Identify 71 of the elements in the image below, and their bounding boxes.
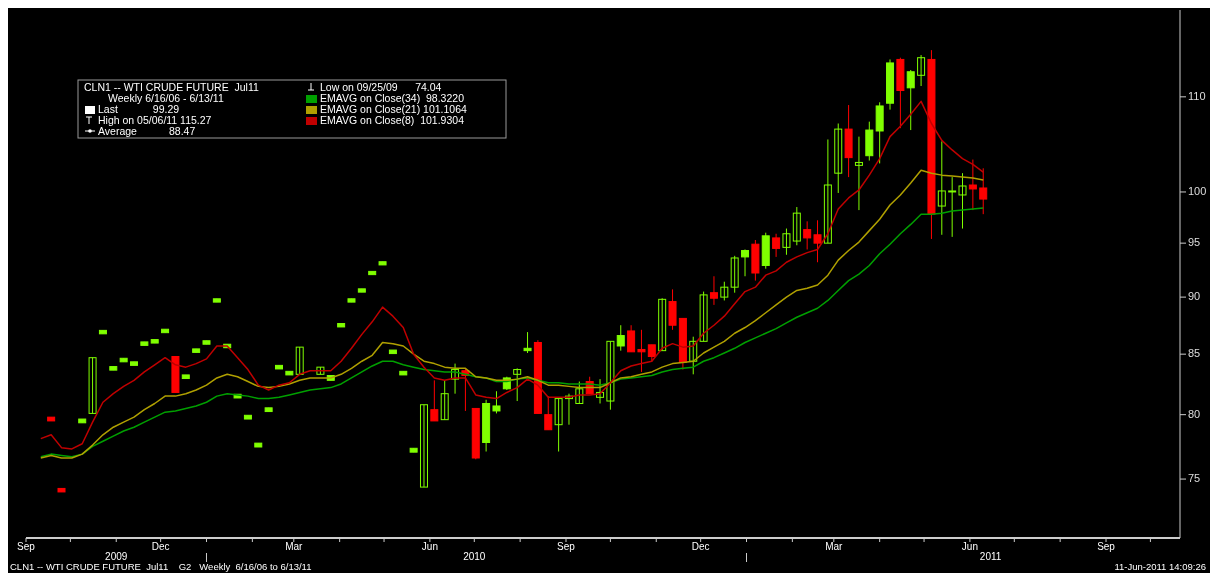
text: Weekly 6/16/06 - 6/13/11 bbox=[108, 92, 224, 104]
y-tick-label: 100 bbox=[1188, 184, 1207, 197]
candlestick bbox=[823, 138, 832, 244]
y-tick-label: 80 bbox=[1188, 407, 1201, 420]
y-tick-label: 95 bbox=[1188, 236, 1201, 249]
text: 11-Jun-2011 14:09:26 bbox=[1114, 561, 1206, 572]
candlestick bbox=[709, 275, 718, 306]
text: CLN1 -- WTI CRUDE FUTURE Jul11 G2 Weekly 6/16/06 to 6/13/11 bbox=[10, 561, 312, 572]
y-tick-label: 75 bbox=[1188, 471, 1201, 484]
candlestick bbox=[937, 140, 946, 236]
annotation: Low on 09/25/09 74.04 bbox=[320, 81, 442, 93]
y-tick-label: 90 bbox=[1188, 290, 1201, 303]
candlestick bbox=[834, 123, 843, 194]
candlestick bbox=[689, 336, 698, 375]
candlestick bbox=[430, 379, 439, 422]
legend-label: EMAVG on Close(21) 101.1064 bbox=[320, 103, 468, 115]
candlestick bbox=[803, 220, 812, 250]
candlestick bbox=[523, 331, 532, 354]
candlestick bbox=[596, 378, 605, 404]
candlestick bbox=[492, 390, 501, 414]
candlestick bbox=[730, 255, 739, 294]
candlestick bbox=[979, 167, 988, 215]
candlestick bbox=[575, 381, 584, 404]
x2-tick-label: 2009 bbox=[105, 551, 128, 562]
candlestick bbox=[295, 346, 304, 375]
legend-label: EMAVG on Close(8) 101.9304 bbox=[320, 114, 465, 126]
candlestick bbox=[513, 367, 522, 402]
candlestick bbox=[958, 172, 967, 230]
x-tick-label: Sep bbox=[557, 541, 576, 552]
candlestick bbox=[854, 136, 863, 211]
candlestick bbox=[772, 233, 781, 258]
candlestick bbox=[948, 176, 957, 238]
text: CLN1 -- WTI CRUDE FUTURE Jul11 bbox=[84, 81, 259, 93]
candlestick bbox=[917, 54, 926, 87]
candlestick bbox=[564, 393, 573, 426]
candlestick bbox=[813, 219, 822, 263]
candlestick bbox=[554, 398, 563, 453]
candlestick bbox=[668, 288, 677, 331]
candlestick bbox=[906, 69, 915, 131]
x2-tick-label: 2011 bbox=[979, 551, 1002, 562]
legend-label: EMAVG on Close(34) 98.3220 bbox=[320, 92, 465, 104]
candlestick bbox=[88, 357, 97, 414]
annotation: Last 99.29 bbox=[98, 103, 180, 115]
x-tick-label: Mar bbox=[285, 541, 304, 552]
x-tick-label: Dec bbox=[691, 541, 710, 552]
y-tick-label: 110 bbox=[1188, 89, 1206, 102]
candlestick bbox=[440, 379, 449, 421]
candlestick bbox=[451, 363, 460, 395]
candlestick bbox=[637, 329, 646, 373]
candlestick bbox=[616, 324, 625, 352]
candlestick bbox=[419, 404, 428, 488]
x-tick-label: Sep bbox=[17, 541, 36, 552]
x-tick-label: Dec bbox=[151, 541, 170, 552]
y-tick-label: 85 bbox=[1188, 347, 1201, 360]
candlestick bbox=[792, 206, 801, 246]
candlestick bbox=[627, 324, 636, 353]
x-tick-label: Sep bbox=[1097, 541, 1116, 552]
x2-tick-label: 2010 bbox=[463, 551, 486, 562]
candlestick bbox=[699, 291, 708, 342]
annotation: Average 88.47 bbox=[98, 125, 196, 137]
annotation: High on 05/06/11 115.27 bbox=[98, 114, 212, 126]
candlestick bbox=[720, 281, 729, 301]
candlestick bbox=[544, 395, 553, 431]
candlestick bbox=[658, 297, 667, 352]
x-tick-label: Mar bbox=[825, 541, 844, 552]
candlestick bbox=[968, 159, 977, 211]
candlestick bbox=[782, 228, 791, 256]
candlestick bbox=[741, 248, 750, 277]
x-tick-label: Jun bbox=[961, 541, 978, 552]
x-tick-label: Jun bbox=[421, 541, 438, 552]
candlestick bbox=[606, 340, 615, 411]
